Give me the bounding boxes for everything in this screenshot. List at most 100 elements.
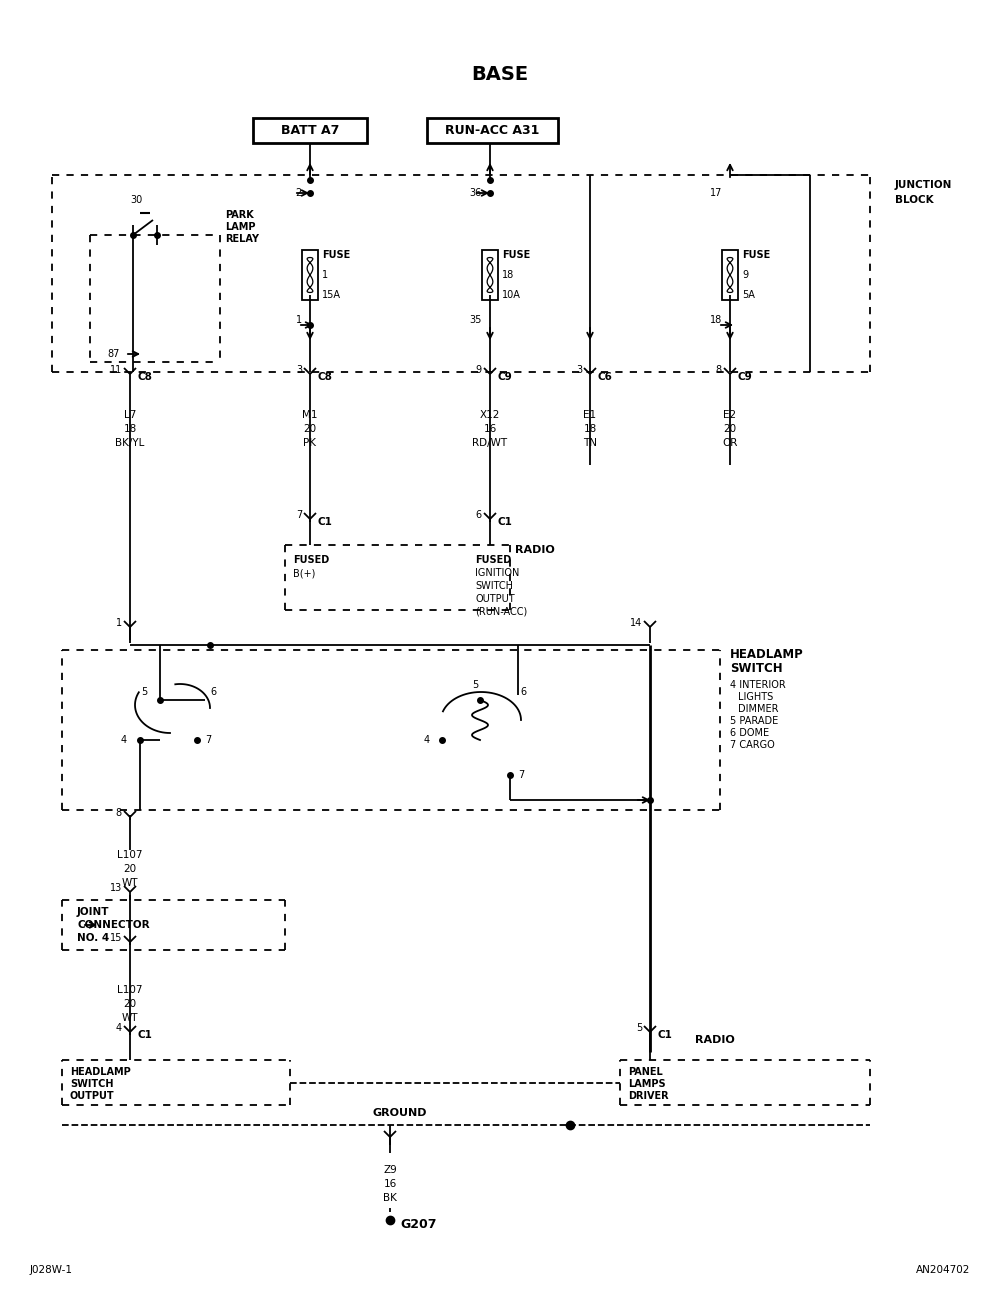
Text: TN: TN bbox=[583, 437, 597, 448]
Text: L107: L107 bbox=[117, 985, 143, 995]
Text: L107: L107 bbox=[117, 850, 143, 861]
Text: 7: 7 bbox=[205, 735, 211, 745]
Text: RUN-ACC A31: RUN-ACC A31 bbox=[445, 124, 540, 137]
Bar bbox=[427, 118, 558, 144]
Text: C6: C6 bbox=[598, 371, 613, 382]
Text: 4 INTERIOR: 4 INTERIOR bbox=[730, 681, 786, 690]
Text: AN204702: AN204702 bbox=[916, 1266, 970, 1275]
Text: FUSE: FUSE bbox=[742, 250, 770, 260]
Text: X12: X12 bbox=[480, 410, 500, 421]
Text: Z9: Z9 bbox=[383, 1165, 397, 1175]
Text: RELAY: RELAY bbox=[225, 234, 259, 245]
Text: IGNITION: IGNITION bbox=[475, 568, 519, 578]
Text: 2: 2 bbox=[296, 188, 302, 198]
Text: 87: 87 bbox=[108, 349, 120, 358]
Text: C1: C1 bbox=[658, 1030, 673, 1040]
Text: HEADLAMP: HEADLAMP bbox=[70, 1068, 131, 1077]
Text: E2: E2 bbox=[723, 410, 737, 421]
Text: WT: WT bbox=[122, 879, 138, 888]
Text: 15A: 15A bbox=[322, 290, 341, 300]
Text: 5: 5 bbox=[472, 681, 478, 690]
Text: 13: 13 bbox=[110, 883, 122, 893]
Text: 20: 20 bbox=[123, 864, 137, 873]
Text: RD/WT: RD/WT bbox=[472, 437, 508, 448]
Text: RADIO: RADIO bbox=[695, 1035, 735, 1046]
Text: PK: PK bbox=[304, 437, 316, 448]
Text: 3: 3 bbox=[296, 365, 302, 375]
Text: 18: 18 bbox=[123, 424, 137, 433]
Text: 20: 20 bbox=[123, 999, 137, 1009]
Text: 5: 5 bbox=[636, 1024, 642, 1033]
Text: 18: 18 bbox=[502, 270, 514, 280]
Text: 3: 3 bbox=[576, 365, 582, 375]
Bar bbox=[482, 250, 498, 300]
Text: LAMP: LAMP bbox=[225, 223, 256, 232]
Text: 7 CARGO: 7 CARGO bbox=[730, 740, 775, 751]
Text: BLOCK: BLOCK bbox=[895, 195, 934, 204]
Text: 18: 18 bbox=[710, 314, 722, 325]
Text: SWITCH: SWITCH bbox=[70, 1079, 114, 1090]
Text: C8: C8 bbox=[318, 371, 333, 382]
Text: (RUN-ACC): (RUN-ACC) bbox=[475, 607, 527, 617]
Text: 4: 4 bbox=[121, 735, 127, 745]
Text: HEADLAMP: HEADLAMP bbox=[730, 648, 804, 661]
Text: PANEL: PANEL bbox=[628, 1068, 663, 1077]
Text: OUTPUT: OUTPUT bbox=[475, 594, 515, 604]
Text: 9: 9 bbox=[742, 270, 748, 280]
Text: LAMPS: LAMPS bbox=[628, 1079, 666, 1090]
Text: 10A: 10A bbox=[502, 290, 521, 300]
Text: 5A: 5A bbox=[742, 290, 755, 300]
Text: C1: C1 bbox=[498, 518, 513, 527]
Text: C1: C1 bbox=[138, 1030, 153, 1040]
Bar bbox=[302, 250, 318, 300]
Text: DIMMER: DIMMER bbox=[738, 704, 778, 714]
Text: C8: C8 bbox=[138, 371, 153, 382]
Text: 9: 9 bbox=[476, 365, 482, 375]
Text: OR: OR bbox=[722, 437, 738, 448]
Text: 16: 16 bbox=[383, 1179, 397, 1189]
Text: CONNECTOR: CONNECTOR bbox=[77, 920, 150, 930]
Text: WT: WT bbox=[122, 1013, 138, 1024]
Text: 7: 7 bbox=[296, 510, 302, 520]
Text: GROUND: GROUND bbox=[373, 1108, 427, 1118]
Text: L7: L7 bbox=[124, 410, 136, 421]
Text: FUSE: FUSE bbox=[322, 250, 350, 260]
Text: NO. 4: NO. 4 bbox=[77, 933, 109, 943]
Text: B(+): B(+) bbox=[293, 568, 315, 578]
Text: 14: 14 bbox=[630, 619, 642, 628]
Text: 7: 7 bbox=[518, 770, 524, 780]
Text: LIGHTS: LIGHTS bbox=[738, 692, 773, 703]
Text: 4: 4 bbox=[424, 735, 430, 745]
Text: RADIO: RADIO bbox=[515, 545, 555, 555]
Text: E1: E1 bbox=[583, 410, 597, 421]
Text: FUSED: FUSED bbox=[293, 555, 329, 565]
Text: SWITCH: SWITCH bbox=[730, 663, 783, 675]
Text: M1: M1 bbox=[302, 410, 318, 421]
Text: C9: C9 bbox=[498, 371, 513, 382]
Text: FUSED: FUSED bbox=[475, 555, 511, 565]
Text: 16: 16 bbox=[483, 424, 497, 433]
Text: 17: 17 bbox=[710, 188, 722, 198]
Text: C9: C9 bbox=[738, 371, 753, 382]
Text: 30: 30 bbox=[130, 195, 142, 204]
Text: J028W-1: J028W-1 bbox=[30, 1266, 73, 1275]
Text: 5 PARADE: 5 PARADE bbox=[730, 716, 778, 726]
Text: 20: 20 bbox=[723, 424, 737, 433]
Bar bbox=[722, 250, 738, 300]
Text: BK/YL: BK/YL bbox=[115, 437, 145, 448]
Text: 8: 8 bbox=[116, 807, 122, 818]
Text: 4: 4 bbox=[116, 1024, 122, 1033]
Text: OUTPUT: OUTPUT bbox=[70, 1091, 115, 1101]
Text: 18: 18 bbox=[583, 424, 597, 433]
Text: 8: 8 bbox=[716, 365, 722, 375]
Text: 5: 5 bbox=[141, 687, 147, 697]
Text: DRIVER: DRIVER bbox=[628, 1091, 669, 1101]
Text: BASE: BASE bbox=[471, 66, 529, 84]
Text: 36: 36 bbox=[470, 188, 482, 198]
Text: C1: C1 bbox=[318, 518, 333, 527]
Text: G207: G207 bbox=[400, 1219, 436, 1232]
Text: BK: BK bbox=[383, 1193, 397, 1203]
Text: JOINT: JOINT bbox=[77, 907, 110, 917]
Text: 1: 1 bbox=[296, 314, 302, 325]
Text: 20: 20 bbox=[303, 424, 317, 433]
